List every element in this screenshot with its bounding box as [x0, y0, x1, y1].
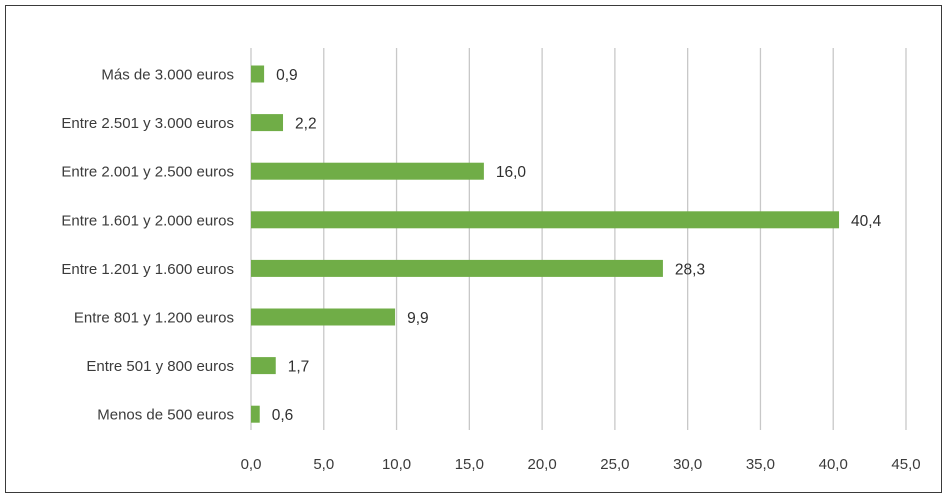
bar — [251, 114, 284, 132]
x-tick-labels: 0,0 5,0 10,0 15,0 20,0 25,0 30,0 35,0 40,0 45,0 — [241, 456, 921, 473]
bar — [251, 308, 396, 326]
category-label: Entre 1.601 y 2.000 euros — [61, 212, 234, 229]
value-label: 2,2 — [295, 116, 317, 133]
value-label: 40,4 — [851, 213, 882, 230]
category-label: Entre 2.501 y 3.000 euros — [61, 115, 234, 132]
value-label: 0,9 — [276, 67, 298, 84]
x-tick-label: 40,0 — [819, 456, 848, 473]
value-label: 0,6 — [272, 407, 294, 424]
value-label: 16,0 — [496, 164, 527, 181]
value-label: 1,7 — [288, 359, 310, 376]
x-tick-label: 15,0 — [455, 456, 484, 473]
x-tick-label: 35,0 — [746, 456, 775, 473]
bars — [251, 65, 840, 423]
x-tick-label: 20,0 — [528, 456, 557, 473]
value-labels: 0,9 2,2 16,0 40,4 28,3 9,9 1,7 0,6 — [272, 67, 882, 424]
x-tick-label: 25,0 — [600, 456, 629, 473]
category-label: Entre 501 y 800 euros — [86, 358, 234, 375]
chart-frame — [5, 5, 942, 493]
x-tick-label: 5,0 — [313, 456, 334, 473]
x-tick-label: 0,0 — [241, 456, 262, 473]
category-label: Entre 801 y 1.200 euros — [74, 310, 234, 327]
x-tick-label: 10,0 — [382, 456, 411, 473]
x-tick-label: 30,0 — [673, 456, 702, 473]
bar — [251, 211, 840, 229]
value-label: 28,3 — [675, 261, 705, 278]
category-labels: Más de 3.000 euros Entre 2.501 y 3.000 eu… — [61, 67, 234, 424]
category-label: Más de 3.000 euros — [101, 67, 234, 84]
bar — [251, 259, 663, 277]
category-label: Entre 2.001 y 2.500 euros — [61, 164, 234, 181]
bar — [251, 405, 260, 423]
x-tick-label: 45,0 — [891, 456, 920, 473]
gridlines — [250, 48, 907, 430]
bar — [251, 357, 276, 375]
bar — [251, 65, 265, 83]
bar — [251, 162, 484, 180]
category-label: Menos de 500 euros — [97, 407, 234, 424]
value-label: 9,9 — [407, 310, 429, 327]
category-label: Entre 1.201 y 1.600 euros — [61, 261, 234, 278]
